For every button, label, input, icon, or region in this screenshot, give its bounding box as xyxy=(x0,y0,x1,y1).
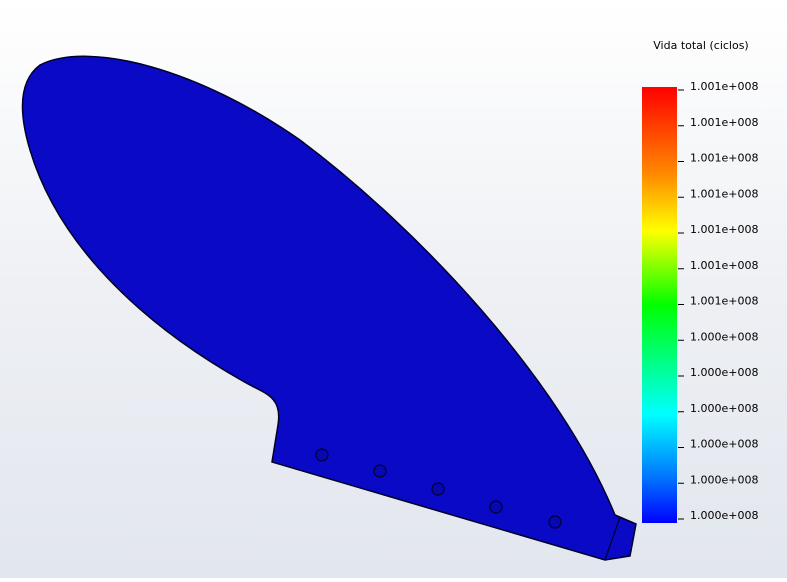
hole xyxy=(316,449,328,461)
hole xyxy=(432,483,444,495)
legend-label: 1.001e+008 xyxy=(690,223,758,236)
legend-label: 1.000e+008 xyxy=(690,402,758,415)
page: {"legend": {"title": "Vida total (ciclos… xyxy=(0,0,787,578)
legend-label: 1.000e+008 xyxy=(690,509,758,522)
legend-label: 1.001e+008 xyxy=(690,116,758,129)
legend-title: Vida total (ciclos) xyxy=(653,39,748,52)
legend-label: 1.000e+008 xyxy=(690,330,758,343)
viewport: Vida total (ciclos) 1.001e+008 1.001e+008… xyxy=(0,0,787,578)
hole xyxy=(490,501,502,513)
legend-label: 1.000e+008 xyxy=(690,473,758,486)
legend-label: 1.001e+008 xyxy=(690,152,758,165)
legend-label: 1.001e+008 xyxy=(690,259,758,272)
legend-label: 1.000e+008 xyxy=(690,366,758,379)
legend-label: 1.001e+008 xyxy=(690,80,758,93)
legend-label: 1.001e+008 xyxy=(690,187,758,200)
legend-label: 1.001e+008 xyxy=(690,295,758,308)
hole xyxy=(374,465,386,477)
legend-label: 1.000e+008 xyxy=(690,438,758,451)
color-bar xyxy=(642,87,677,523)
hole xyxy=(549,516,561,528)
